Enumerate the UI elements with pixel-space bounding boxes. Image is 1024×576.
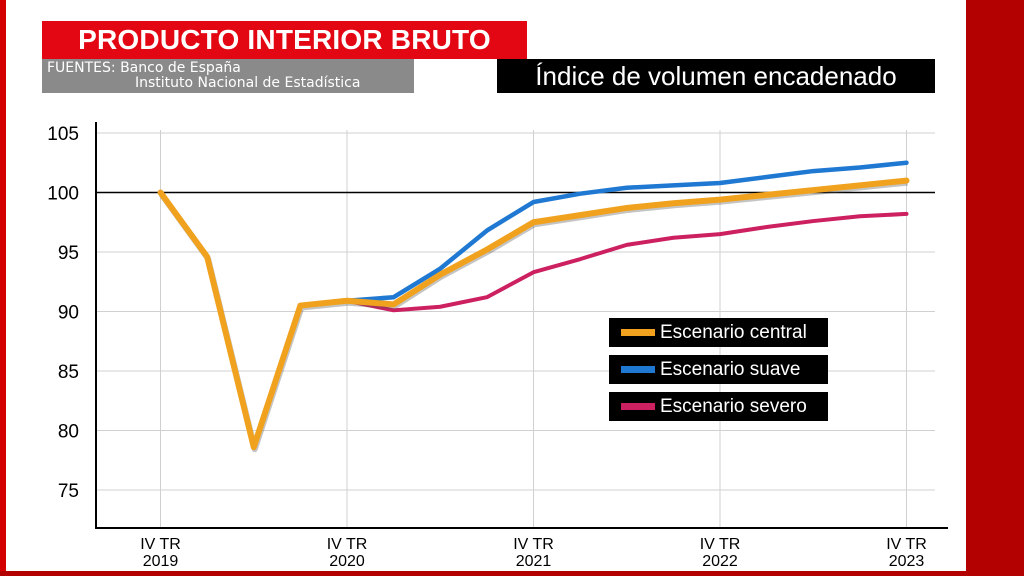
sources-line-1: FUENTES: Banco de España	[47, 60, 241, 76]
x-tick-label-year: 2020	[329, 553, 365, 570]
right-frame-bar	[966, 0, 1024, 576]
chart-title: PRODUCTO INTERIOR BRUTO	[42, 21, 527, 59]
legend-item-central: Escenario central	[609, 318, 828, 347]
y-tick-label: 100	[47, 184, 79, 205]
sources-line-2: Instituto Nacional de Estadística	[135, 75, 361, 91]
legend-swatch-suave	[621, 366, 655, 373]
series-line-severo	[345, 211, 909, 313]
y-tick-label: 75	[58, 481, 79, 502]
legend-label-central: Escenario central	[660, 322, 807, 343]
x-tick-label: IV TR	[700, 536, 741, 553]
legend-label-suave: Escenario suave	[660, 359, 801, 380]
bottom-frame-bar	[0, 571, 1024, 576]
x-tick-label-year: 2021	[516, 553, 552, 570]
x-tick-label-year: 2019	[143, 553, 179, 570]
x-tick-label-year: 2022	[702, 553, 738, 570]
legend-item-severo: Escenario severo	[609, 392, 828, 421]
legend-label-severo: Escenario severo	[660, 396, 807, 417]
x-tick-label-year: 2023	[889, 553, 925, 570]
y-tick-label: 80	[58, 422, 79, 443]
y-tick-label: 85	[58, 362, 79, 383]
y-tick-label: 90	[58, 303, 79, 324]
legend-swatch-severo	[621, 403, 655, 410]
y-tick-label: 95	[58, 243, 79, 264]
chart-subtitle: Índice de volumen encadenado	[497, 59, 935, 93]
x-tick-label: IV TR	[140, 536, 181, 553]
y-tick-label: 105	[47, 124, 79, 145]
legend-swatch-central	[621, 329, 655, 336]
x-tick-label: IV TR	[886, 536, 927, 553]
x-tick-label: IV TR	[327, 536, 368, 553]
legend-item-suave: Escenario suave	[609, 355, 828, 384]
sources-box: FUENTES: Banco de España Instituto Nacio…	[42, 59, 414, 93]
left-frame-bar	[0, 0, 6, 576]
x-tick-label: IV TR	[513, 536, 554, 553]
